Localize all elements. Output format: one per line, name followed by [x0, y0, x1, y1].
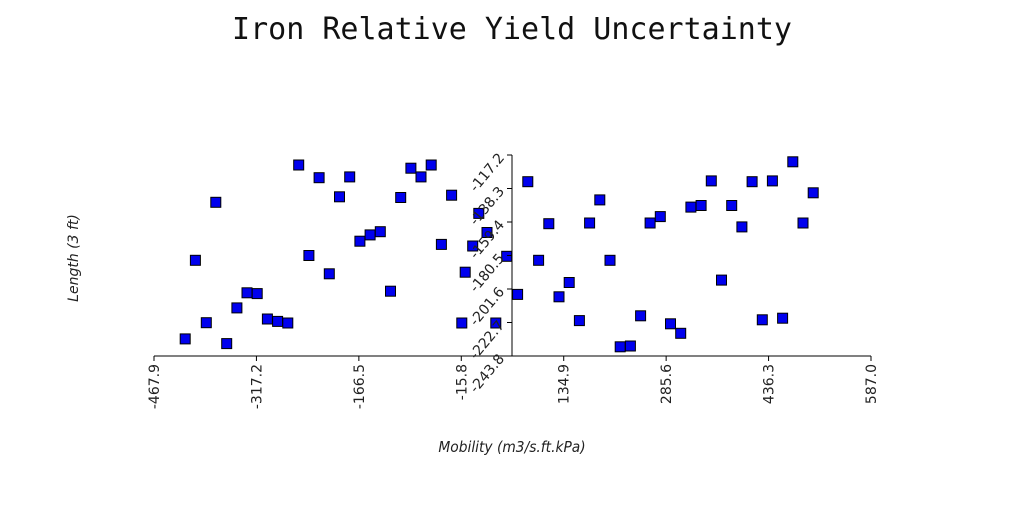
data-point: [179, 333, 191, 345]
y-tick: -117.2: [467, 150, 512, 195]
x-tick: -467.9: [147, 356, 163, 409]
data-point: [777, 312, 789, 324]
data-point: [553, 291, 565, 303]
data-point: [594, 194, 606, 206]
data-point: [282, 317, 294, 329]
data-point: [543, 218, 555, 230]
data-point: [200, 317, 212, 329]
data-point: [446, 189, 458, 201]
data-point: [473, 207, 485, 219]
data-point: [533, 254, 545, 266]
data-point: [210, 196, 222, 208]
data-point: [221, 338, 233, 350]
data-point: [726, 200, 738, 211]
x-tick-label: -166.5: [352, 364, 368, 409]
x-tick-label: -317.2: [249, 364, 265, 409]
x-tick: -317.2: [249, 356, 265, 409]
data-point: [675, 327, 687, 339]
data-point: [364, 229, 376, 241]
data-point: [354, 235, 366, 247]
data-point: [614, 341, 626, 353]
data-point: [231, 302, 243, 314]
x-tick: -166.5: [352, 356, 368, 409]
x-tick: 285.6: [659, 356, 675, 404]
data-point: [334, 191, 345, 203]
chart-title: Iron Relative Yield Uncertainty: [232, 12, 792, 47]
data-point: [807, 187, 819, 199]
y-tick-label: -117.2: [467, 150, 508, 195]
data-point: [665, 318, 676, 330]
y-axis-label: Length (3 ft): [66, 214, 82, 302]
data-point: [405, 162, 417, 174]
data-point: [261, 313, 273, 325]
data-point: [456, 317, 468, 329]
data-point: [604, 254, 616, 266]
data-point: [787, 156, 799, 168]
data-point: [522, 176, 534, 188]
x-tick: 134.9: [557, 356, 573, 404]
x-tick-label: -15.8: [454, 364, 470, 400]
data-point: [685, 201, 697, 213]
data-point: [756, 314, 768, 326]
data-point: [344, 171, 356, 183]
data-point: [303, 250, 315, 261]
data-point: [584, 217, 596, 229]
data-point: [241, 287, 253, 299]
x-tick: 587.0: [864, 356, 880, 404]
data-point: [272, 315, 284, 327]
data-point: [189, 254, 201, 266]
data-point: [644, 217, 656, 229]
data-point: [635, 310, 647, 322]
data-point: [385, 285, 396, 297]
data-point: [563, 277, 575, 288]
x-tick: 436.3: [762, 356, 778, 404]
data-point: [654, 211, 666, 223]
y-axis-ticks: -243.8-222.7-201.6-180.5-159.4-138.3-117…: [467, 150, 512, 396]
x-tick-label: 134.9: [557, 364, 573, 404]
data-point: [467, 240, 479, 252]
x-axis-ticks: -467.9 -317.2 -166.5 -15.8 134.9 285.6 436.3 58…: [147, 356, 880, 409]
data-point: [573, 315, 585, 327]
x-tick-label: 587.0: [864, 364, 880, 404]
data-point: [624, 340, 636, 352]
data-point: [395, 192, 407, 203]
x-axis-label: Mobility (m3/s.ft.kPa): [438, 438, 586, 456]
data-point: [705, 175, 717, 187]
x-tick-label: 436.3: [762, 364, 778, 404]
data-point: [746, 176, 758, 188]
data-point: [415, 171, 427, 183]
data-point: [293, 159, 305, 171]
data-point: [481, 227, 493, 238]
x-tick-label: -467.9: [147, 364, 163, 409]
data-point: [313, 172, 325, 184]
x-tick: -15.8: [454, 356, 470, 400]
x-tick-label: 285.6: [659, 364, 675, 404]
data-point: [435, 238, 447, 250]
data-point: [695, 200, 707, 211]
data-point: [323, 268, 335, 280]
data-point: [736, 221, 748, 233]
data-point: [766, 175, 778, 187]
data-point: [797, 217, 809, 229]
data-point: [459, 266, 471, 278]
data-point: [512, 288, 524, 300]
marker-layer: [179, 156, 819, 353]
data-point: [425, 159, 437, 171]
data-point: [716, 274, 727, 286]
data-point: [251, 288, 263, 300]
data-point: [490, 317, 502, 329]
data-point: [374, 226, 386, 238]
